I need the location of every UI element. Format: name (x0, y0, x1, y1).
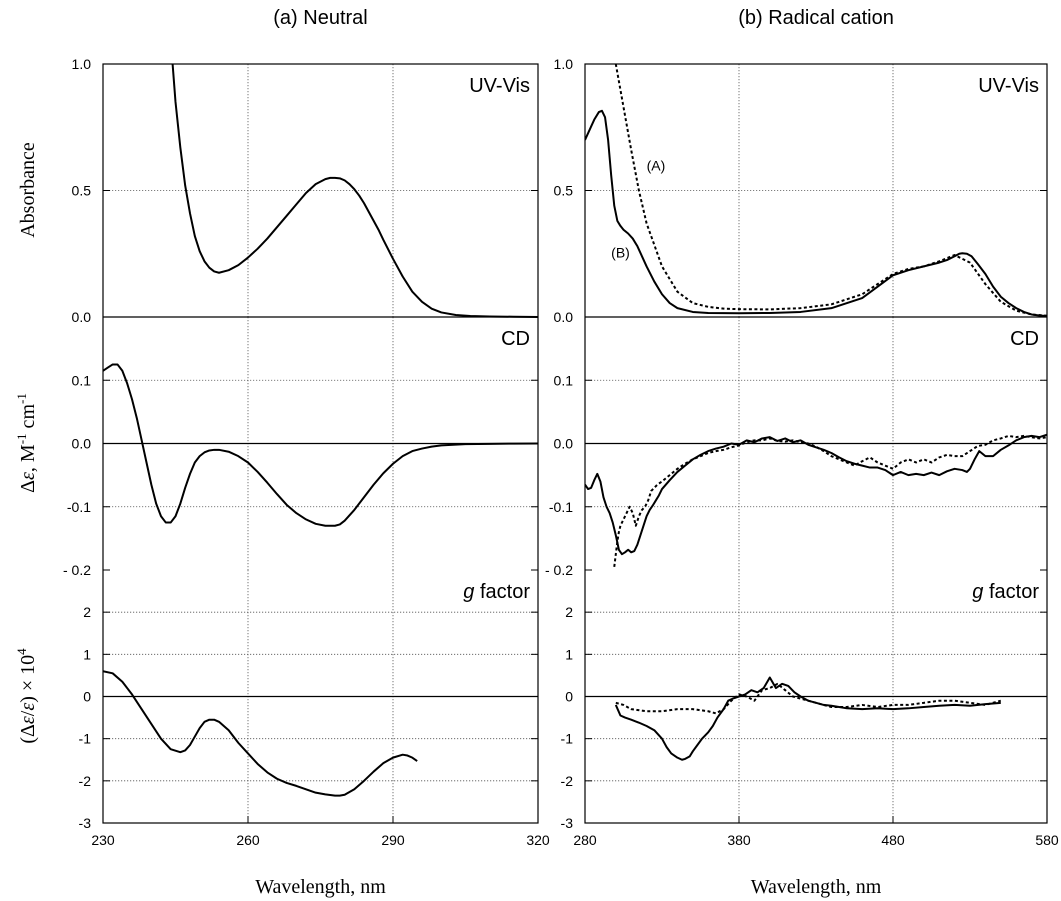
neutral-uvvis-ytick-label: 0.0 (72, 309, 92, 325)
cation-g-panel-label: g factor (972, 581, 1039, 603)
cation-g-ytick-label: 0 (565, 689, 573, 705)
cation-uvvis-series-dashed-line (614, 63, 1047, 317)
cation-g-ytick-label: -2 (561, 773, 574, 789)
neutral-cd-ytick-label: 0.1 (72, 372, 92, 388)
cation-g-xtick-label: 380 (727, 832, 751, 848)
gfactor-ylabel-eps1: ε (17, 716, 39, 724)
cd-ylabel-sup: -1 (14, 433, 29, 444)
cd-ylabel-sup2: -1 (14, 393, 29, 404)
cation-g-series-solid-line (614, 676, 1001, 761)
cation-column-title: (b) Radical cation (738, 7, 894, 29)
cation-g-ytick-label: 2 (565, 604, 573, 620)
cation-g-xlabel: Wavelength, nm (751, 876, 882, 898)
absorbance-ylabel: Absorbance (17, 142, 39, 238)
neutral-g-xtick-label: 230 (91, 832, 115, 848)
cation-cd-ytick-label: 0.0 (554, 436, 574, 452)
gfactor-ylabel: (Δε/ε) × 104 (14, 648, 39, 744)
neutral-g-ytick-label: 1 (83, 646, 91, 662)
gfactor-ylabel-times: ) × 10 (17, 655, 39, 703)
neutral-g-ytick-label: 0 (83, 689, 91, 705)
cd-ylabel-unit2: cm (17, 404, 39, 434)
cd-ylabel-unit: , M (17, 444, 39, 472)
cation-uvvis-ytick-label: 0.5 (554, 183, 574, 199)
cation-uvvis-series-solid-line (585, 109, 1047, 317)
cation-cd-ytick-label: 0.1 (554, 372, 574, 388)
neutral-g-panel-label-italic: g (463, 581, 474, 603)
cation-cd-panel-label: CD (1010, 328, 1039, 350)
neutral-g-panel-label-rest: factor (474, 581, 530, 603)
cation-uvvis-panel-label: UV-Vis (978, 75, 1039, 97)
cation-uvvis-ytick-label: 1.0 (554, 56, 574, 72)
neutral-g-panel-label: g factor (463, 581, 530, 603)
cation-cd-series-solid-line (585, 433, 1047, 556)
cation-cd-series-dashed-line (613, 434, 1047, 567)
neutral-uvvis-ytick-label: 1.0 (72, 56, 92, 72)
gfactor-ylabel-open: (Δ (17, 724, 39, 744)
cation-g-xtick-label: 280 (573, 832, 597, 848)
cation-g-ytick-label: -1 (561, 731, 574, 747)
gfactor-ylabel-slash: / (17, 710, 39, 716)
neutral-g-xtick-label: 260 (236, 832, 260, 848)
gfactor-ylabel-eps2: ε (17, 703, 39, 711)
neutral-cd-ytick-label: - 0.2 (63, 562, 91, 578)
neutral-g-xtick-label: 290 (381, 832, 405, 848)
cd-ylabel-delta: Δ (17, 480, 39, 493)
neutral-panel-frame (102, 63, 539, 824)
neutral-g-series-solid-line (103, 670, 418, 797)
cation-cd-ytick-label: - 0.2 (545, 562, 573, 578)
neutral-cd-panel-label: CD (501, 328, 530, 350)
neutral-cd-ytick-label: 0.0 (72, 436, 92, 452)
neutral-cd-series-solid-line (103, 363, 538, 527)
cation-cd-ytick-label: -0.1 (549, 499, 573, 515)
cation-g-panel-label-rest: factor (983, 581, 1039, 603)
neutral-g-xtick-label: 320 (526, 832, 550, 848)
gfactor-ylabel-sup: 4 (14, 648, 29, 655)
cd-ylabel-epsilon: ε (17, 472, 39, 480)
neutral-g-ytick-label: -2 (79, 773, 92, 789)
cation-panel-frame (584, 63, 1048, 824)
cation-g-xtick-label: 580 (1035, 832, 1059, 848)
cation-g-series-dashed-line (615, 682, 1002, 715)
neutral-g-xlabel: Wavelength, nm (255, 876, 386, 898)
neutral-uvvis-panel-label: UV-Vis (469, 75, 530, 97)
cation-g-panel-label-italic: g (972, 581, 983, 603)
cation-g-ytick-label: -3 (561, 815, 574, 831)
cation-g-ytick-label: 1 (565, 646, 573, 662)
neutral-uvvis-series-solid-line (171, 63, 538, 318)
neutral-column-title: (a) Neutral (273, 7, 367, 29)
cation-uvvis-annotation: (B) (611, 245, 630, 261)
cd-ylabel: Δε, M-1 cm-1 (14, 393, 39, 493)
cation-uvvis-ytick-label: 0.0 (554, 309, 574, 325)
neutral-cd-ytick-label: -0.1 (67, 499, 91, 515)
cation-g-xtick-label: 480 (881, 832, 905, 848)
neutral-g-ytick-label: 2 (83, 604, 91, 620)
neutral-g-ytick-label: -3 (79, 815, 92, 831)
neutral-g-ytick-label: -1 (79, 731, 92, 747)
cation-uvvis-annotation: (A) (647, 157, 666, 173)
neutral-uvvis-ytick-label: 0.5 (72, 183, 92, 199)
